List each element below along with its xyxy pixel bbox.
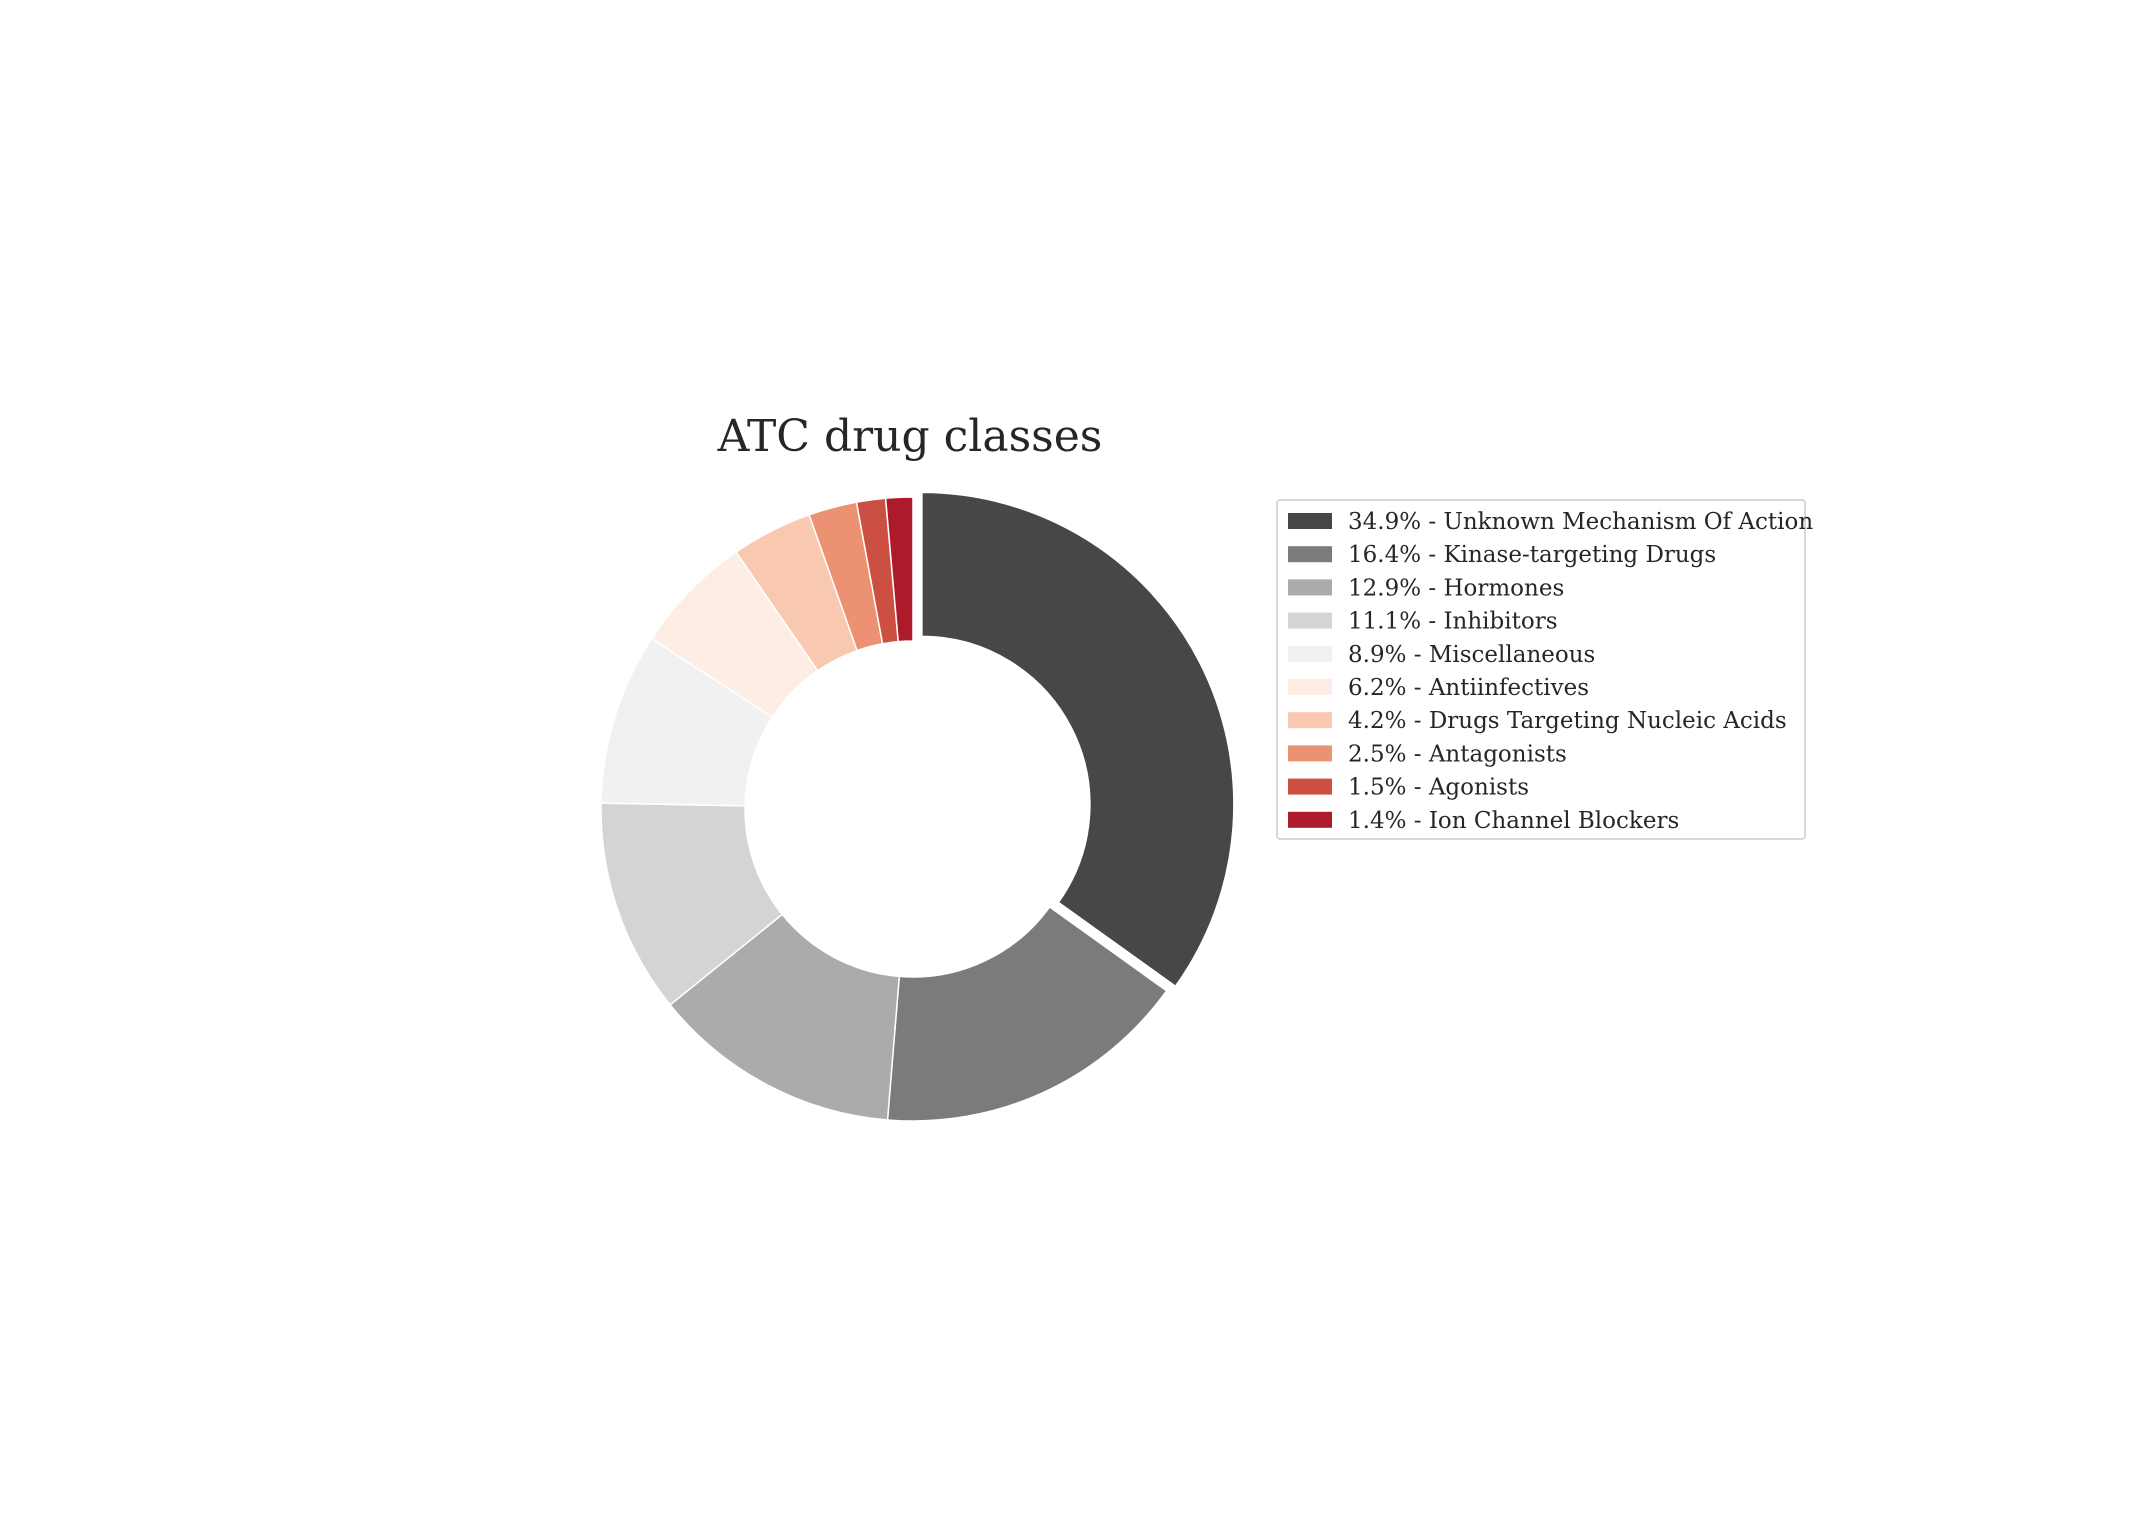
legend-swatch-kinase-targeting-drugs — [1288, 546, 1332, 563]
legend-label-inhibitors: 11.1% - Inhibitors — [1348, 609, 1558, 635]
legend-swatch-antiinfectives — [1288, 679, 1332, 695]
legend-label-antiinfectives: 6.2% - Antiinfectives — [1348, 675, 1589, 701]
legend-label-agonists: 1.5% - Agonists — [1348, 775, 1529, 801]
pie-slice-ion-channel-blockers — [884, 496, 914, 643]
legend-label-miscellaneous: 8.9% - Miscellaneous — [1348, 642, 1595, 668]
legend-swatch-antagonists — [1288, 745, 1332, 762]
legend: 34.9% - Unknown Mechanism Of Action 16.4%… — [1276, 499, 1813, 840]
legend-swatch-ion-channel-blockers — [1288, 811, 1332, 828]
legend-label-antagonists: 2.5% - Antagonists — [1348, 741, 1567, 767]
pie-slice-hormones — [669, 913, 901, 1121]
legend-label-ion-channel-blockers: 1.4% - Ion Channel Blockers — [1348, 808, 1679, 834]
legend-swatch-agonists — [1288, 778, 1332, 795]
legend-label-kinase-targeting-drugs: 16.4% - Kinase-targeting Drugs — [1348, 542, 1716, 568]
pie-slice-kinase-targeting-drugs — [886, 905, 1168, 1122]
legend-label-hormones: 12.9% - Hormones — [1348, 575, 1564, 601]
legend-swatch-inhibitors — [1288, 612, 1332, 629]
pie-slices — [600, 491, 1235, 1122]
legend-label-drugs-targeting-nucleic-acids: 4.2% - Drugs Targeting Nucleic Acids — [1348, 708, 1787, 734]
legend-swatch-unknown-mechanism-of-action — [1288, 513, 1332, 529]
legend-label-unknown-mechanism-of-action: 34.9% - Unknown Mechanism Of Action — [1348, 509, 1813, 535]
legend-swatch-drugs-targeting-nucleic-acids — [1288, 712, 1332, 729]
legend-swatch-miscellaneous — [1288, 645, 1332, 662]
legend-swatch-hormones — [1288, 579, 1332, 596]
chart-title: ATC drug classes — [717, 411, 1103, 462]
pie-slice-unknown-mechanism-of-action — [921, 491, 1235, 988]
legend-frame — [1276, 499, 1806, 840]
